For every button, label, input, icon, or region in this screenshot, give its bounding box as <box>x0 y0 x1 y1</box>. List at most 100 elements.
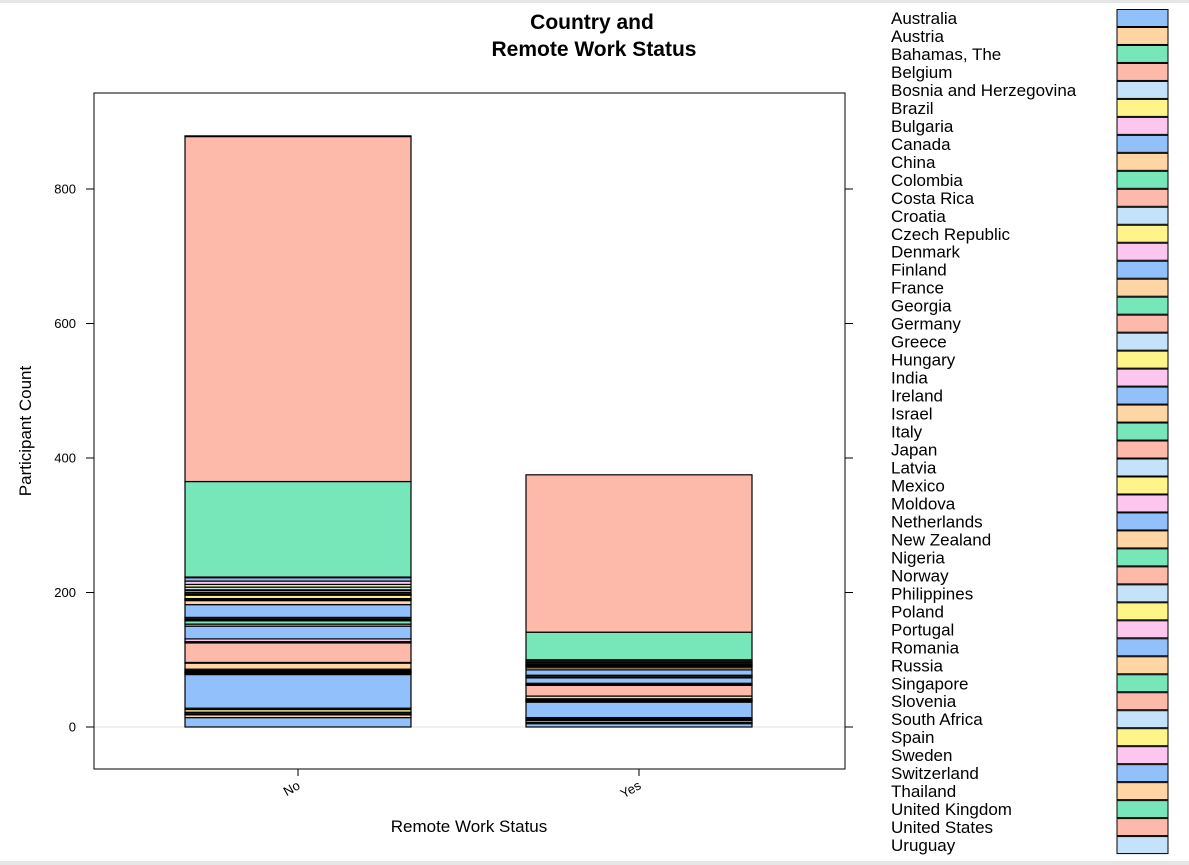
legend-label: Austria <box>891 27 944 46</box>
legend-swatch <box>1116 638 1169 657</box>
legend-swatch <box>1116 458 1169 477</box>
legend-label: Slovenia <box>891 692 957 711</box>
legend-label: Israel <box>891 405 933 424</box>
legend-swatch <box>1116 296 1169 315</box>
y-axis-right-ticks <box>845 188 853 728</box>
bar-segment: United Kingdom / Yes: 41 <box>525 631 753 661</box>
legend-swatch <box>1116 152 1169 171</box>
legend-swatch <box>1116 260 1169 279</box>
bar-segment: Netherlands / No: 19 <box>184 604 412 618</box>
legend-label: Hungary <box>891 351 956 370</box>
plot-panel-border <box>93 92 846 770</box>
legend-label: Thailand <box>891 782 956 801</box>
legend-label: Norway <box>891 566 949 585</box>
legend-swatch <box>1116 224 1169 243</box>
legend-label: Spain <box>891 728 934 747</box>
legend-label: Bosnia and Herzegovina <box>891 81 1077 100</box>
legend-label: Mexico <box>891 476 945 495</box>
legend-swatch <box>1116 782 1169 801</box>
y-tick-label: 400 <box>54 451 76 466</box>
legend-swatch <box>1116 404 1169 423</box>
legend-swatch <box>1116 188 1169 207</box>
legend-swatch <box>1116 602 1169 621</box>
y-tick-label: 800 <box>54 182 76 197</box>
window-bottom-edge <box>0 861 1189 865</box>
bar-segment: France / No: 9 <box>184 662 412 670</box>
legend-label: Ireland <box>891 387 943 406</box>
legend-label: Colombia <box>891 171 963 190</box>
x-axis-title: Remote Work Status <box>391 817 548 836</box>
legend-swatch <box>1116 242 1169 261</box>
legend-label: United States <box>891 818 993 837</box>
legend-swatch <box>1116 746 1169 765</box>
legend-swatch <box>1116 710 1169 729</box>
bar-segment: Ireland / Yes: 8 <box>525 677 753 684</box>
legend-label: Denmark <box>891 243 960 262</box>
legend-swatch <box>1116 80 1169 99</box>
legend-label: Georgia <box>891 297 952 316</box>
legend-label: China <box>891 153 936 172</box>
y-tick-label: 600 <box>54 316 76 331</box>
legend-swatch <box>1116 836 1169 855</box>
legend-swatch <box>1116 116 1169 135</box>
y-axis-title: Participant Count <box>16 366 35 497</box>
legend-label: Switzerland <box>891 764 979 783</box>
legend-swatch <box>1116 728 1169 747</box>
legend-swatch <box>1116 476 1169 495</box>
bar-segment: Canada / Yes: 23 <box>525 701 753 719</box>
legend-label: Greece <box>891 333 947 352</box>
legend-swatch <box>1116 440 1169 459</box>
bar-segment: United States / No: 513 <box>184 135 412 483</box>
legend-label: Uruguay <box>891 836 956 855</box>
bar-segment: Germany / Yes: 16 <box>525 684 753 697</box>
legend-swatch <box>1116 350 1169 369</box>
legend-swatch <box>1116 800 1169 819</box>
legend-label: Finland <box>891 261 947 280</box>
x-axis: No Yes <box>281 769 644 801</box>
legend-label: Brazil <box>891 99 934 118</box>
legend-swatch <box>1116 278 1169 297</box>
legend-label: Czech Republic <box>891 225 1011 244</box>
y-axis: 0 200 400 600 800 <box>54 182 94 735</box>
legend-label: Moldova <box>891 494 956 513</box>
y-tick-label: 200 <box>54 585 76 600</box>
bar-segment: Canada / No: 50 <box>184 673 412 709</box>
legend-swatch <box>1116 314 1169 333</box>
legend-label: Netherlands <box>891 512 983 531</box>
legend-label: France <box>891 279 944 298</box>
legend-label: Latvia <box>891 459 937 478</box>
x-tick-label: Yes <box>618 777 644 801</box>
legend-swatch <box>1116 566 1169 585</box>
legend-label: United Kingdom <box>891 800 1012 819</box>
legend-swatch <box>1116 674 1169 693</box>
legend-label: India <box>891 369 928 388</box>
legend-swatch <box>1116 26 1169 45</box>
legend-swatch <box>1116 44 1169 63</box>
legend-swatch <box>1116 368 1169 387</box>
bars-layer: Australia / No: 14Austria / No: 4Bahamas… <box>184 135 753 728</box>
legend-label: Belgium <box>891 63 952 82</box>
legend-swatch <box>1116 332 1169 351</box>
legend-label: Singapore <box>891 674 969 693</box>
legend-swatch <box>1116 692 1169 711</box>
legend-label: South Africa <box>891 710 983 729</box>
y-tick-label: 0 <box>69 720 76 735</box>
legend-label: Romania <box>891 638 960 657</box>
legend-swatch <box>1116 62 1169 81</box>
legend-label: Italy <box>891 423 923 442</box>
bar-segment: Netherlands / Yes: 8 <box>525 669 753 676</box>
legend-swatch <box>1116 422 1169 441</box>
legend-label: Canada <box>891 135 951 154</box>
legend-label: Philippines <box>891 584 973 603</box>
legend-swatch <box>1116 818 1169 837</box>
legend-swatch <box>1116 764 1169 783</box>
legend-swatch <box>1116 530 1169 549</box>
legend-swatch <box>1116 548 1169 567</box>
legend-swatch <box>1116 134 1169 153</box>
legend-label: Bulgaria <box>891 117 954 136</box>
legend-swatch <box>1116 98 1169 117</box>
legend-label: Bahamas, The <box>891 45 1001 64</box>
legend-swatch <box>1116 512 1169 531</box>
legend-swatch <box>1116 386 1169 405</box>
